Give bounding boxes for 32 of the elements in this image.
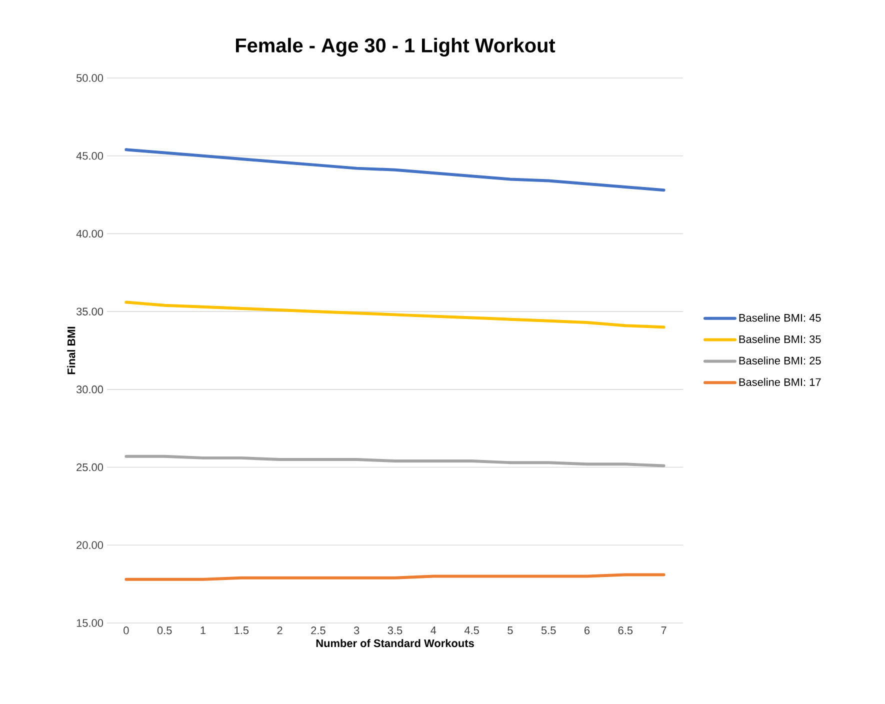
y-tick-label: 35.00 — [76, 308, 104, 316]
line-series — [124, 148, 666, 192]
x-tick-label: 1.5 — [234, 626, 249, 634]
y-tick-label: 15.00 — [76, 619, 104, 627]
y-tick-label: 40.00 — [76, 230, 104, 238]
x-tick-label: 0 — [124, 626, 129, 634]
x-tick-label: 6 — [584, 626, 590, 634]
x-tick-label: 3 — [354, 626, 360, 634]
legend-label: Baseline BMI: 35 — [739, 335, 821, 344]
x-axis-title: Number of Standard Workouts — [316, 639, 474, 648]
x-tick-label: 0.5 — [157, 626, 172, 634]
x-tick-label: 1 — [200, 626, 206, 634]
y-tick-label: 50.00 — [76, 74, 104, 82]
x-tick-label: 7 — [661, 626, 666, 634]
legend-label: Baseline BMI: 17 — [739, 378, 821, 386]
chart-title: Female - Age 30 - 1 Light Workout — [236, 38, 556, 56]
x-tick-label: 4 — [430, 626, 436, 634]
x-tick-label: 2.5 — [311, 626, 326, 634]
x-tick-label: 2 — [277, 626, 282, 634]
y-tick-label: 45.00 — [76, 152, 104, 160]
y-tick-label: 20.00 — [76, 541, 104, 550]
x-tick-label: 5 — [508, 626, 513, 634]
y-tick-label: 25.00 — [76, 463, 104, 472]
x-tick-label: 5.5 — [541, 626, 556, 634]
x-tick-label: 3.5 — [388, 626, 402, 634]
x-tick-label: 4.5 — [464, 626, 479, 634]
legend-label: Baseline BMI: 25 — [739, 356, 821, 365]
line-series — [124, 300, 666, 329]
y-tick-label: 30.00 — [76, 386, 104, 394]
y-axis-title: Final BMI — [67, 326, 76, 374]
x-tick-label: 6.5 — [618, 626, 633, 634]
legend-label: Baseline BMI: 45 — [739, 314, 821, 322]
